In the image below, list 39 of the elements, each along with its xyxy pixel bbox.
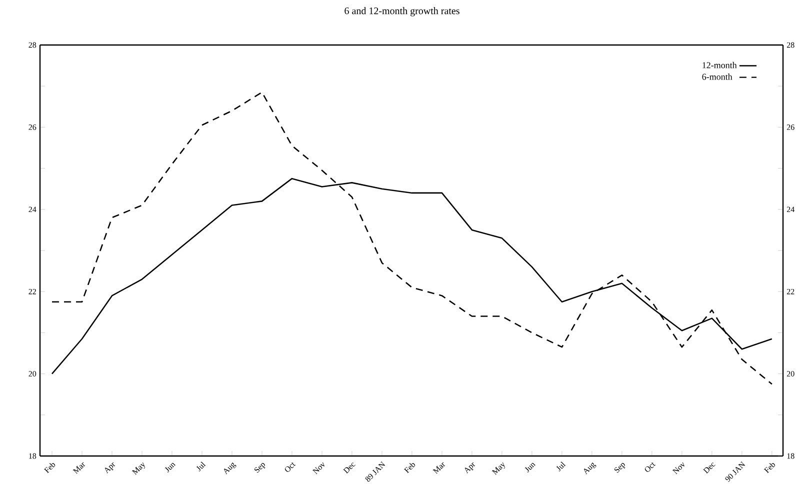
line-series [51,92,773,385]
x-tick-label: Sep [254,463,266,473]
x-tick-label: Apr [104,462,116,474]
y2-tick-label: 28 [28,42,36,48]
legend-label: 6-month [702,74,732,80]
x-tick-label: Jun [164,462,176,473]
y2-tick-label: 22 [28,288,36,294]
x-tick-label: Jul [556,462,566,472]
y-tick-label: 18 [787,453,794,459]
chart-title: 6 and 12-month growth rates [344,7,460,16]
x-tick-label: Aug [584,462,596,475]
y-tick-label: 26 [786,124,794,130]
legend-label: 12-month [702,62,737,68]
x-tick-label: May [492,462,505,475]
x-tick-label: Feb [404,463,416,474]
x-tick-label: Jul [196,462,206,472]
y-tick-label: 28 [786,42,794,48]
x-tick-label: Mar [72,462,86,474]
y2-tick-label: 26 [28,124,36,130]
x-tick-label: Feb [44,463,56,474]
x-tick-label: Mar [432,462,446,474]
y-tick-label: 20 [786,371,794,376]
y2-tick-label: 20 [28,371,36,376]
x-tick-label: Nov [672,462,684,474]
x-tick-label: May [132,462,145,475]
y-tick-label: 24 [786,206,794,212]
x-tick-label: Dec [702,462,716,474]
x-tick-label: Jun [524,462,536,473]
y2-tick-label: 24 [28,206,36,212]
x-tick-label: Oct [284,462,296,472]
x-tick-label: Feb [764,463,776,474]
x-tick-label: Dec [343,462,356,474]
x-tick-label: Nov [312,462,324,474]
x-tick-label: Aug [224,462,236,475]
x-tick-label: Apr [464,462,476,474]
x-tick-label: Sep [614,463,626,473]
x-tick-label: Oct [644,462,656,472]
y2-tick-label: 18 [29,453,36,459]
y-tick-label: 22 [786,288,794,294]
